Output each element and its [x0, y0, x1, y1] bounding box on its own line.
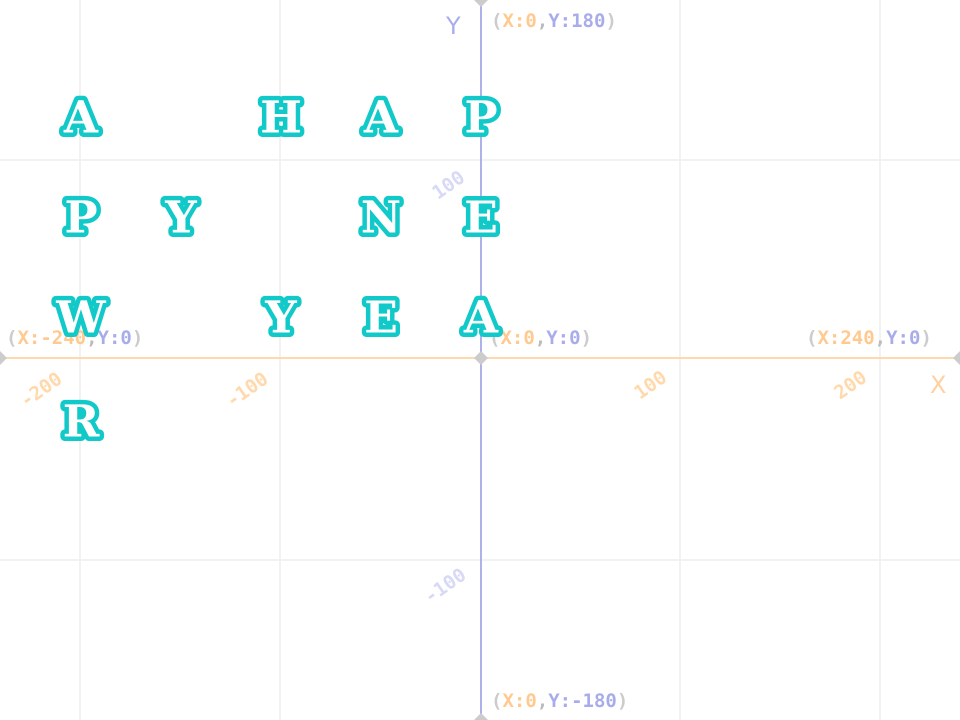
letter-sprite[interactable]: P: [460, 88, 502, 148]
svg-text:(X:0,Y:0): (X:0,Y:0): [489, 327, 592, 349]
axis-end-marker-right: [953, 351, 960, 365]
coord-y-value: Y:180: [548, 10, 605, 32]
coord-y-value: Y:-180: [548, 690, 617, 712]
coord-label-top: (X:0,Y:180): [491, 10, 617, 32]
letter-sprite[interactable]: E: [460, 188, 503, 248]
svg-text:(X:0,Y:-180): (X:0,Y:-180): [491, 690, 628, 712]
svg-text:(X:240,Y:0): (X:240,Y:0): [806, 327, 932, 349]
letter-sprite[interactable]: P: [60, 188, 102, 248]
coord-x-value: X:240: [817, 327, 874, 349]
letter-sprites[interactable]: A H A PP Y N EW Y E AR: [51, 88, 504, 452]
coord-x-value: X:-240: [17, 327, 86, 349]
y-tick-label: 100: [428, 166, 469, 204]
letter-sprite[interactable]: Y: [260, 288, 302, 348]
x-tick-label: 200: [830, 366, 871, 404]
coord-y-value: Y:0: [98, 327, 132, 349]
coord-y-value: Y:0: [886, 327, 920, 349]
coord-x-value: X:0: [500, 327, 534, 349]
letter-sprite[interactable]: Y: [160, 188, 202, 248]
letter-sprite[interactable]: E: [360, 288, 403, 348]
coord-label-right: (X:240,Y:0): [806, 327, 932, 349]
letter-sprite[interactable]: N: [356, 188, 405, 248]
coord-label-origin: (X:0,Y:0): [489, 327, 592, 349]
axis-end-marker-bottom: [474, 713, 488, 720]
letter-sprite[interactable]: H: [256, 88, 307, 148]
axis-end-marker-top: [474, 0, 488, 7]
svg-text:(X:0,Y:180): (X:0,Y:180): [491, 10, 617, 32]
coord-label-bottom: (X:0,Y:-180): [491, 690, 628, 712]
y-axis-name: Y: [445, 12, 461, 40]
coord-x-value: X:0: [502, 10, 536, 32]
letter-sprite[interactable]: A: [58, 88, 103, 148]
axis-end-marker-left: [0, 351, 7, 365]
letter-sprite[interactable]: R: [58, 392, 104, 452]
coord-label-left: (X:-240,Y:0): [6, 327, 143, 349]
x-tick-label: 100: [630, 366, 671, 404]
coord-x-value: X:0: [502, 690, 536, 712]
coord-y-value: Y:0: [546, 327, 580, 349]
origin-marker: [474, 351, 488, 365]
x-tick-label: -100: [222, 368, 272, 412]
x-tick-label: -200: [16, 368, 66, 412]
y-tick-label: -100: [420, 564, 470, 608]
letter-sprite[interactable]: W: [51, 288, 111, 348]
letter-sprite[interactable]: A: [458, 288, 503, 348]
letter-sprite[interactable]: A: [358, 88, 403, 148]
x-axis-name: X: [930, 371, 946, 399]
svg-text:(X:-240,Y:0): (X:-240,Y:0): [6, 327, 143, 349]
